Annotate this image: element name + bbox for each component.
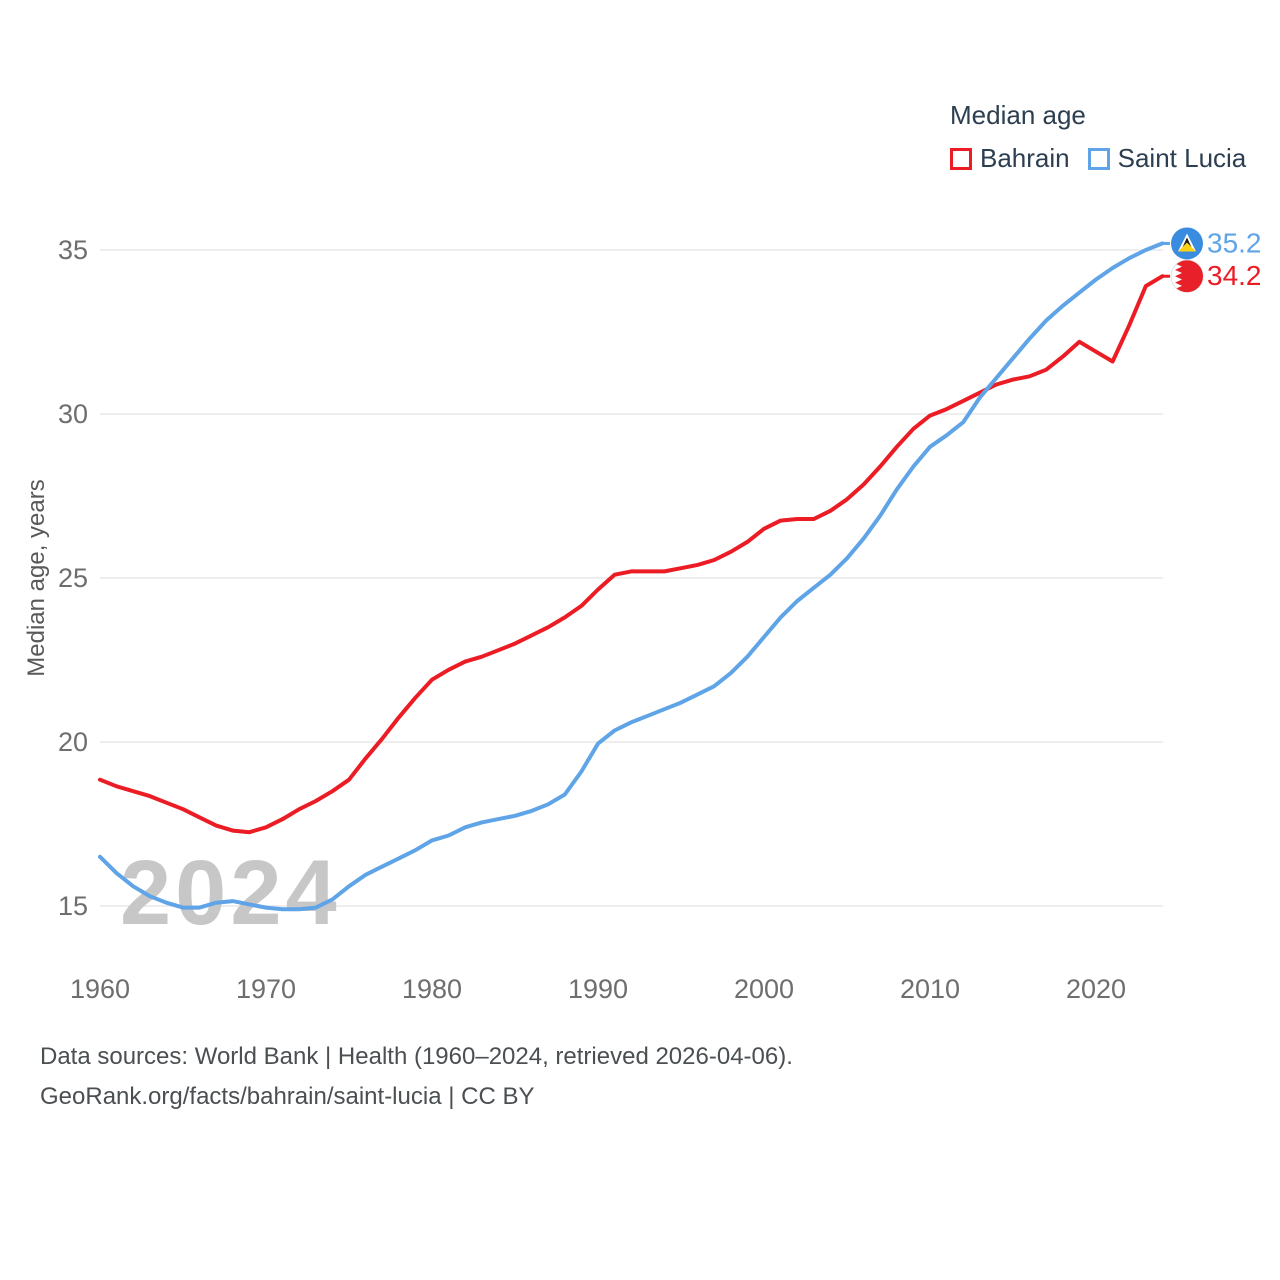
legend-items-row: Bahrain Saint Lucia [950, 143, 1260, 174]
y-tick-label: 30 [58, 399, 88, 429]
x-tick-label: 1960 [70, 974, 130, 1004]
bahrain-flag-icon [1170, 259, 1204, 293]
attribution-text: GeoRank.org/facts/bahrain/saint-lucia | … [40, 1083, 535, 1110]
legend-swatch-bahrain [950, 147, 972, 170]
line-saint-lucia [98, 241, 1165, 912]
x-tick-label: 2020 [1066, 974, 1126, 1004]
y-axis-title: Median age, years [23, 479, 50, 676]
y-tick-label: 25 [58, 563, 88, 593]
data-sources-text: Data sources: World Bank | Health (1960–… [40, 1043, 793, 1070]
line-bahrain [98, 274, 1165, 835]
x-tick-label: 2000 [734, 974, 794, 1004]
y-tick-label: 35 [58, 235, 88, 265]
legend-label-saint-lucia: Saint Lucia [1117, 143, 1247, 173]
end-value-label-saint-lucia: 35.2 [1207, 227, 1262, 258]
end-value-label-bahrain: 34.2 [1207, 260, 1262, 291]
y-tick-label: 15 [58, 891, 88, 921]
x-tick-label: 2010 [900, 974, 960, 1004]
chart-legend: Median age Bahrain Saint Lucia [950, 100, 1260, 174]
watermark-year: 2024 [120, 842, 341, 944]
saint-lucia-flag-icon [1171, 227, 1203, 260]
legend-swatch-saint-lucia [1087, 147, 1110, 170]
x-tick-label: 1980 [402, 974, 462, 1004]
median-age-chart: 15 20 25 30 35 2024 1960 1970 1980 1990 2000 2010 20… [23, 227, 1262, 1004]
legend-item-saint-lucia[interactable]: Saint Lucia [1087, 143, 1247, 174]
legend-label-bahrain: Bahrain [980, 143, 1070, 173]
legend-item-bahrain[interactable]: Bahrain [950, 143, 1070, 174]
y-tick-label: 20 [58, 727, 88, 757]
chart-footer: Data sources: World Bank | Health (1960–… [40, 1042, 1140, 1122]
x-tick-label: 1990 [568, 974, 628, 1004]
x-tick-label: 1970 [236, 974, 296, 1004]
legend-title: Median age [950, 100, 1086, 130]
